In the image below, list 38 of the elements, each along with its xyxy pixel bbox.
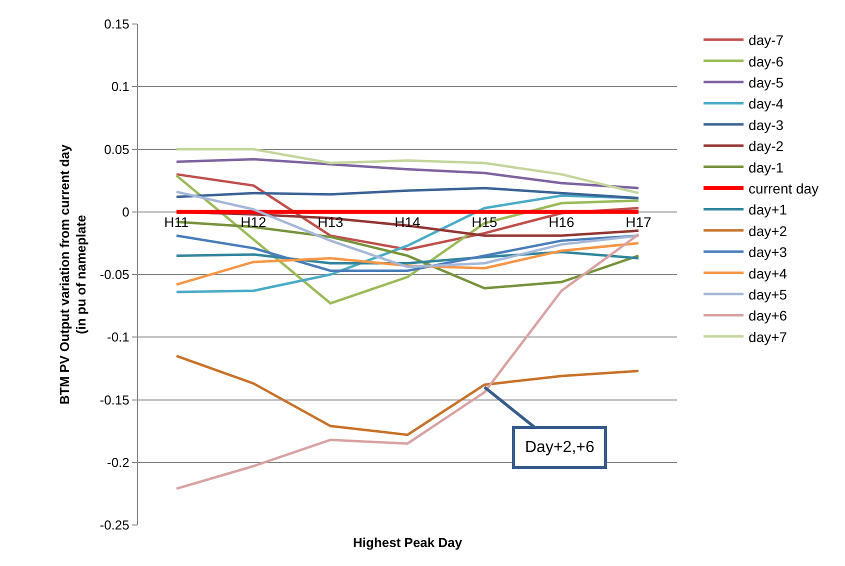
annotation: Day+2,+6 bbox=[525, 439, 594, 456]
y-tick-label: 0 bbox=[122, 204, 130, 220]
y-tick-label: 0.05 bbox=[104, 142, 130, 157]
legend-label: day-1 bbox=[748, 159, 784, 176]
x-tick-label: H16 bbox=[548, 214, 575, 230]
legend-label: day-2 bbox=[748, 138, 784, 154]
line-series bbox=[175, 354, 640, 436]
legend-label: day-4 bbox=[748, 96, 784, 112]
y-tick-label: -0.2 bbox=[106, 454, 130, 470]
legend-label: day-6 bbox=[748, 53, 784, 70]
y-tick-label: -0.05 bbox=[100, 267, 130, 282]
legend-label: day+5 bbox=[748, 286, 788, 302]
legend-label: day-3 bbox=[748, 116, 784, 133]
y-tick-label: -0.1 bbox=[106, 330, 130, 345]
x-tick-label: H13 bbox=[318, 214, 344, 230]
line-series bbox=[175, 186, 640, 200]
line-series bbox=[175, 242, 640, 286]
line-series bbox=[175, 158, 640, 190]
x-tick-label: H12 bbox=[240, 214, 267, 230]
y-axis-title: BTM PV Output variation from current day (in pu of nameplate bbox=[56, 144, 89, 405]
legend-label: day+7 bbox=[748, 328, 788, 345]
legend-label: day+4 bbox=[748, 265, 788, 282]
legend-label: day+6 bbox=[748, 308, 788, 324]
legend-label: day-5 bbox=[748, 74, 784, 90]
legend-label: day-7 bbox=[748, 32, 784, 48]
x-axis-title: Highest Peak Day bbox=[353, 535, 463, 550]
legend-label: day+2 bbox=[748, 222, 788, 239]
y-tick-label: -0.25 bbox=[100, 518, 130, 533]
y-tick-label: 0.1 bbox=[111, 79, 130, 94]
legend-label: current day bbox=[748, 180, 819, 196]
y-tick-label: -0.15 bbox=[100, 392, 130, 408]
y-tick-label: 0.15 bbox=[104, 16, 130, 32]
legend-label: day+1 bbox=[748, 202, 788, 218]
legend-label: day+3 bbox=[748, 244, 788, 260]
x-tick-label: H11 bbox=[164, 214, 190, 230]
line-series bbox=[175, 233, 640, 490]
line-series bbox=[175, 148, 640, 194]
x-tick-label: H17 bbox=[626, 214, 652, 230]
